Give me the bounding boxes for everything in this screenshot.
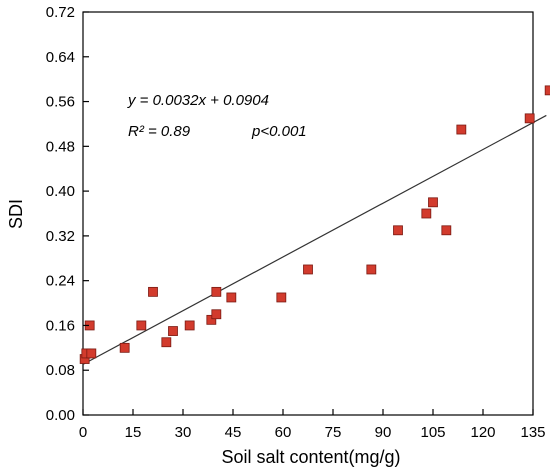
x-tick-label: 15 <box>125 424 142 441</box>
data-point <box>211 309 222 320</box>
x-axis-title: Soil salt content(mg/g) <box>221 447 400 467</box>
x-tick-label: 60 <box>275 424 292 441</box>
data-point <box>86 348 97 359</box>
data-point <box>168 326 178 336</box>
data-point <box>184 320 195 331</box>
data-point <box>276 292 287 303</box>
y-tick-label: 0.24 <box>46 273 75 290</box>
data-point <box>136 320 147 331</box>
data-point <box>393 225 403 236</box>
y-tick-label: 0.40 <box>46 183 75 200</box>
data-point <box>366 264 377 275</box>
x-tick-label: 105 <box>420 424 445 441</box>
data-point <box>421 208 432 219</box>
y-tick-label: 0.72 <box>46 4 75 21</box>
y-tick-label: 0.16 <box>46 317 75 334</box>
y-tick-label: 0.64 <box>46 49 75 66</box>
y-tick-label: 0.08 <box>46 362 75 379</box>
data-point <box>206 314 217 325</box>
data-point <box>428 197 438 208</box>
data-point <box>456 124 467 135</box>
data-point <box>148 286 158 297</box>
plot-frame <box>82 11 534 416</box>
x-tick-label: 75 <box>325 424 342 441</box>
y-tick-label: 0.32 <box>46 228 75 245</box>
x-tick-label: 135 <box>520 424 545 441</box>
x-tick-label: 90 <box>375 424 392 441</box>
y-axis-title: SDI <box>6 199 26 229</box>
data-point <box>544 85 550 96</box>
data-point <box>441 225 452 236</box>
x-tick-label: 45 <box>225 424 242 441</box>
r-squared-label: R² = 0.89 <box>128 123 191 140</box>
data-point <box>524 113 535 124</box>
fit-equation: y = 0.0032x + 0.0904 <box>127 92 269 109</box>
p-value-label: p<0.001 <box>251 123 307 140</box>
data-points <box>79 85 550 364</box>
axes: 0 15 30 45 60 75 90 105 120 135 0.00 0.08 0.16 0.24 0.… <box>46 4 546 441</box>
fit-line-group <box>82 114 547 365</box>
data-point <box>211 286 222 297</box>
data-point <box>303 264 313 275</box>
data-point <box>161 337 172 348</box>
y-tick-label: 0.56 <box>46 94 75 111</box>
y-tick-label: 0.00 <box>46 407 75 424</box>
data-point <box>119 342 130 353</box>
x-tick-label: 30 <box>175 424 192 441</box>
y-tick-label: 0.48 <box>46 138 75 155</box>
x-tick-label: 0 <box>79 424 87 441</box>
plot-area <box>82 11 534 416</box>
regression-line <box>82 114 547 365</box>
data-point <box>226 292 237 303</box>
x-tick-label: 120 <box>470 424 495 441</box>
